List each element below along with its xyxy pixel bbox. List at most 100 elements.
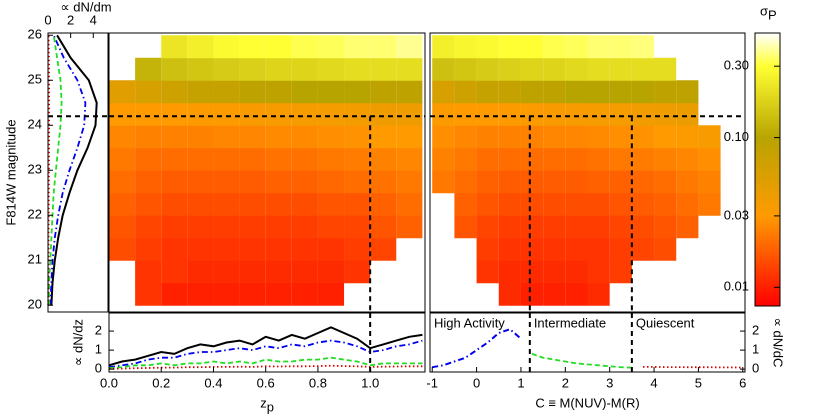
heatmap-cell — [498, 125, 521, 149]
heatmap-cell — [454, 125, 477, 149]
heatmap-cell — [344, 192, 371, 216]
colorbar-tick-label: 0.30 — [724, 58, 749, 73]
axis-label-subscript: p — [267, 399, 274, 414]
heatmap-cell — [161, 237, 188, 261]
heatmap-cell — [698, 147, 721, 171]
heatmap-cell — [161, 147, 188, 171]
heatmap-cell — [370, 35, 397, 59]
heatmap-cell — [161, 57, 188, 81]
heatmap-cell — [476, 35, 499, 59]
heatmap-cell — [161, 80, 188, 104]
heatmap-cell — [161, 282, 188, 306]
heatmap-cell — [476, 102, 499, 126]
region-label: High Activity — [434, 315, 505, 330]
heatmap-cell — [213, 57, 240, 81]
heatmap-cell — [135, 147, 162, 171]
series-line — [432, 328, 522, 369]
region-label: Intermediate — [534, 315, 606, 330]
heatmap-cell — [135, 260, 162, 284]
heatmap-cell — [476, 80, 499, 104]
heatmap-cell — [498, 237, 521, 261]
heatmap-cell — [520, 147, 544, 171]
heatmap-cell — [476, 192, 499, 216]
heatmap-cell — [291, 147, 318, 171]
heatmap-cell — [239, 147, 266, 171]
heatmap-cell — [370, 237, 397, 261]
heatmap-cell — [239, 215, 266, 239]
heatmap-cell — [187, 80, 214, 104]
heatmap-cell — [676, 192, 699, 216]
y-tick-label: 24 — [28, 117, 42, 132]
heatmap-cell — [654, 147, 677, 171]
heatmap-cell — [476, 215, 499, 239]
heatmap-cell — [317, 57, 345, 81]
x-tick-label: 4 — [650, 375, 657, 390]
heatmap-cell — [543, 192, 566, 216]
heatmap-cell — [396, 147, 423, 171]
heatmap-cell — [565, 102, 588, 126]
heatmap-cell — [109, 125, 136, 149]
axis-label: C ≡ M(NUV)-M(R) — [535, 395, 639, 410]
heatmap-cell — [109, 237, 136, 261]
heatmap-cell — [344, 57, 371, 81]
heatmap-cell — [317, 35, 345, 59]
heatmap-cell — [187, 237, 214, 261]
heatmap-cell — [565, 35, 588, 59]
heatmap-cell — [654, 192, 677, 216]
heatmap-cell — [631, 215, 655, 239]
heatmap-cell — [265, 237, 292, 261]
heatmap-cell — [396, 35, 423, 59]
heatmap-cell — [135, 57, 162, 81]
heatmap-cell — [587, 147, 610, 171]
panel-frame — [47, 32, 109, 313]
heatmap-cell — [543, 147, 566, 171]
heatmap-cell — [476, 147, 499, 171]
heatmap-cell — [543, 57, 566, 81]
heatmap-cell — [265, 125, 292, 149]
heatmap-cell — [520, 57, 544, 81]
heatmap-cell — [609, 80, 632, 104]
heatmap-cell — [565, 260, 588, 284]
heatmap-cell — [265, 282, 292, 306]
heatmap-cell — [265, 35, 292, 59]
heatmap — [432, 35, 721, 306]
heatmap-cell — [291, 192, 318, 216]
heatmap-cell — [543, 215, 566, 239]
heatmap-cell — [609, 237, 632, 261]
y-axis-label: ∝ dN/dC — [771, 318, 786, 368]
x-axis-label: ∝ dN/dm — [60, 0, 111, 14]
heatmap-cell — [135, 102, 162, 126]
heatmap-cell — [587, 57, 610, 81]
heatmap-cell — [654, 80, 677, 104]
heatmap-cell — [476, 260, 499, 284]
heatmap-cell — [317, 215, 345, 239]
y-tick-label: 23 — [28, 162, 42, 177]
heatmap-cell — [543, 102, 566, 126]
heatmap-cell — [109, 215, 136, 239]
heatmap-cell — [698, 170, 721, 194]
heatmap-cell — [654, 237, 677, 261]
heatmap-cell — [520, 282, 544, 306]
heatmap-cell — [396, 125, 423, 149]
heatmap-cell — [370, 102, 397, 126]
heatmap-cell — [370, 80, 397, 104]
heatmap-cell — [265, 80, 292, 104]
heatmap-cell — [213, 170, 240, 194]
heatmap — [109, 35, 423, 306]
heatmap-cell — [587, 192, 610, 216]
heatmap-cell — [344, 102, 371, 126]
heatmap-cell — [135, 237, 162, 261]
heatmap-cell — [187, 170, 214, 194]
heatmap-cell — [109, 170, 136, 194]
heatmap-cell — [432, 35, 455, 59]
heatmap-cell — [344, 237, 371, 261]
heatmap-cell — [265, 192, 292, 216]
heatmap-cell — [543, 125, 566, 149]
heatmap-cell — [543, 282, 566, 306]
heatmap-cell — [609, 192, 632, 216]
heatmap-cell — [520, 170, 544, 194]
heatmap-cell — [291, 35, 318, 59]
heatmap-cell — [291, 237, 318, 261]
heatmap-cell — [676, 102, 699, 126]
heatmap-cell — [317, 147, 345, 171]
